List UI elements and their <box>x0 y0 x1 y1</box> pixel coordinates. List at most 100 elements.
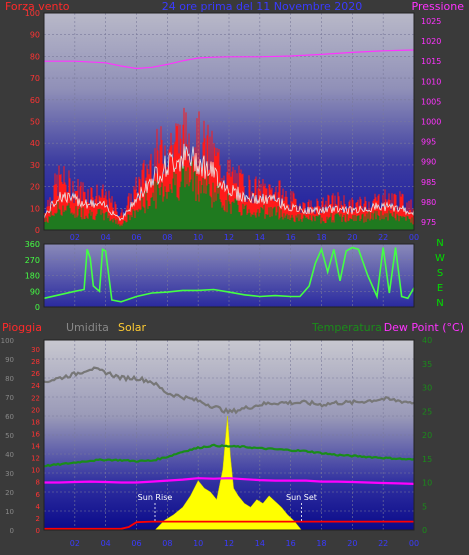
humidity-tick-label: 20 <box>5 489 14 497</box>
humidity-tick-label: 0 <box>10 527 14 535</box>
rain-tick-label: 2 <box>36 515 40 523</box>
lower-x-tick: 16 <box>286 539 296 548</box>
rain-tick-label: 0 <box>36 527 40 535</box>
rain-tick-label: 14 <box>31 443 40 451</box>
rain-tick-label: 16 <box>31 430 40 438</box>
temperature-tick-label: 35 <box>422 360 432 369</box>
wind-tick-label: 80 <box>30 52 40 61</box>
rain-tick-label: 18 <box>31 418 40 426</box>
lower-x-tick: 04 <box>101 539 111 548</box>
pressure-tick-label: 980 <box>421 198 436 207</box>
pressure-tick-label: 1025 <box>421 17 441 26</box>
compass-label: S <box>437 268 443 279</box>
wind-x-tick: 04 <box>101 233 111 242</box>
wind-tick-label: 20 <box>30 183 40 192</box>
rain-tick-label: 24 <box>31 382 40 390</box>
pressure-tick-label: 1010 <box>421 77 441 86</box>
wind-tick-label: 90 <box>30 31 40 40</box>
sunset-label: Sun Set <box>286 493 317 502</box>
rain-tick-label: 4 <box>36 503 41 511</box>
rain-tick-label: 22 <box>31 394 40 402</box>
lower-x-tick: 08 <box>162 539 172 548</box>
humidity-tick-label: 80 <box>5 375 14 383</box>
wind-tick-label: 70 <box>30 74 40 83</box>
lower-x-tick: 12 <box>224 539 234 548</box>
wind-panel-frame <box>43 12 415 231</box>
lower-x-tick: 18 <box>316 539 326 548</box>
period-title: 24 ore prima del 11 Novembre 2020 <box>162 0 363 13</box>
rain-tick-label: 8 <box>36 479 40 487</box>
rain-line <box>44 520 414 530</box>
pressure-tick-label: 995 <box>421 138 436 147</box>
temperature-tick-label: 20 <box>422 431 432 440</box>
temperature-tick-label: 30 <box>422 384 432 393</box>
rain-tick-label: 12 <box>31 455 40 463</box>
direction-tick-label: 180 <box>25 272 40 281</box>
lower-x-tick: 06 <box>131 539 141 548</box>
wind-x-tick: 20 <box>347 233 357 242</box>
humidity-line <box>43 366 415 415</box>
pressure-tick-label: 1015 <box>421 57 441 66</box>
lower-x-tick: 14 <box>255 539 265 548</box>
temperature-tick-label: 40 <box>422 336 432 345</box>
rain-tick-label: 26 <box>31 370 40 378</box>
temperature-tick-label: 0 <box>422 526 427 535</box>
humidity-tick-label: 100 <box>1 337 14 345</box>
lower-panel-frame <box>43 339 415 531</box>
wind-x-tick: 16 <box>286 233 296 242</box>
rain-tick-label: 28 <box>31 358 40 366</box>
wind-x-tick: 10 <box>193 233 203 242</box>
lower-x-tick: 00 <box>409 539 419 548</box>
pressure-tick-label: 985 <box>421 178 436 187</box>
solar-label: Solar <box>118 321 147 334</box>
compass-label: W <box>435 253 445 264</box>
rain-label: Pioggia <box>2 321 42 334</box>
wind-tick-label: 40 <box>30 139 40 148</box>
dew-point-line <box>44 477 415 485</box>
temperature-line <box>44 443 415 468</box>
pressure-label: Pressione <box>412 0 465 13</box>
wind-direction-line <box>43 246 415 303</box>
lower-x-tick: 10 <box>193 539 203 548</box>
humidity-tick-label: 40 <box>5 451 14 459</box>
direction-tick-label: 360 <box>25 240 40 249</box>
humidity-tick-label: 50 <box>5 432 14 440</box>
direction-tick-label: 90 <box>30 287 40 296</box>
rain-tick-label: 10 <box>31 467 40 475</box>
humidity-tick-label: 70 <box>5 394 14 402</box>
compass-label: E <box>437 283 443 294</box>
solar-area <box>154 415 302 531</box>
compass-label: N <box>436 238 443 249</box>
temperature-label: Temperatura <box>311 321 382 334</box>
rain-tick-label: 30 <box>31 346 40 354</box>
wind-x-tick: 06 <box>131 233 141 242</box>
wind-x-tick: 08 <box>162 233 172 242</box>
pressure-tick-label: 975 <box>421 218 436 227</box>
direction-tick-label: 270 <box>25 256 40 265</box>
temperature-tick-label: 25 <box>422 407 432 416</box>
compass-label: N <box>436 298 443 309</box>
wind-avg-series <box>43 161 415 230</box>
direction-panel-frame <box>43 243 415 308</box>
wind-tick-label: 100 <box>25 9 40 18</box>
lower-x-tick: 20 <box>347 539 357 548</box>
pressure-tick-label: 1000 <box>421 118 441 127</box>
wind-average-line <box>43 143 415 222</box>
pressure-tick-label: 1005 <box>421 97 441 106</box>
humidity-tick-label: 60 <box>5 413 14 421</box>
temperature-tick-label: 15 <box>422 455 432 464</box>
lower-x-tick: 22 <box>378 539 388 548</box>
wind-x-tick: 12 <box>224 233 234 242</box>
wind-x-tick: 02 <box>70 233 80 242</box>
humidity-tick-label: 30 <box>5 470 14 478</box>
wind-tick-label: 60 <box>30 96 40 105</box>
axes-layer: 0102030405060708090100975980985990995100… <box>1 9 445 548</box>
wind-x-tick: 22 <box>378 233 388 242</box>
rain-tick-label: 6 <box>36 491 41 499</box>
wind-x-tick: 14 <box>255 233 265 242</box>
lower-x-tick: 02 <box>70 539 80 548</box>
series-layer <box>43 49 415 531</box>
dew-point-label: Dew Point (°C) <box>384 321 464 334</box>
pressure-tick-label: 1020 <box>421 37 441 46</box>
